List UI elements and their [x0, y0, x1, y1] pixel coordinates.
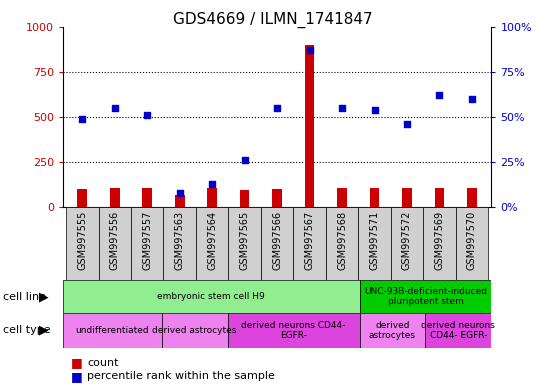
Bar [359, 280, 491, 313]
Text: GSM997555: GSM997555 [78, 211, 87, 270]
Text: count: count [87, 358, 119, 368]
Point [175, 190, 184, 196]
Bar [370, 189, 379, 207]
Point [435, 93, 444, 99]
Bar [110, 187, 120, 207]
Bar [98, 207, 131, 280]
Text: derived astrocytes: derived astrocytes [152, 326, 237, 335]
Point [370, 107, 379, 113]
Bar [391, 207, 423, 280]
Point [305, 47, 314, 53]
Bar [162, 313, 228, 348]
Bar [358, 207, 391, 280]
Bar [435, 187, 444, 207]
Text: percentile rank within the sample: percentile rank within the sample [87, 371, 275, 381]
Point [402, 121, 411, 127]
Text: cell type: cell type [3, 325, 50, 335]
Text: cell line: cell line [3, 291, 46, 302]
Point [240, 157, 249, 164]
Bar [63, 313, 162, 348]
Bar [423, 207, 456, 280]
Text: GSM997572: GSM997572 [402, 211, 412, 270]
Bar [261, 207, 293, 280]
Bar [131, 207, 163, 280]
Text: undifferentiated: undifferentiated [75, 326, 149, 335]
Bar [272, 189, 282, 207]
Bar [196, 207, 228, 280]
Text: derived
astrocytes: derived astrocytes [369, 321, 416, 340]
Text: GSM997567: GSM997567 [305, 211, 314, 270]
Bar [207, 189, 217, 207]
Bar [456, 207, 488, 280]
Text: GSM997563: GSM997563 [175, 211, 185, 270]
Bar [240, 190, 250, 207]
Bar [143, 187, 152, 207]
Point [78, 116, 87, 122]
Bar [359, 313, 425, 348]
Bar [66, 207, 98, 280]
Point [273, 105, 282, 111]
Bar [305, 45, 314, 207]
Text: GSM997556: GSM997556 [110, 211, 120, 270]
Text: ▶: ▶ [39, 324, 49, 337]
Bar [467, 187, 477, 207]
Text: embryonic stem cell H9: embryonic stem cell H9 [157, 292, 265, 301]
Point [143, 112, 152, 118]
Bar [337, 187, 347, 207]
Bar [175, 195, 185, 207]
Bar [425, 313, 491, 348]
Text: GSM997564: GSM997564 [207, 211, 217, 270]
Point [467, 96, 476, 102]
Bar [163, 207, 196, 280]
Point [110, 105, 119, 111]
Bar [293, 207, 326, 280]
Text: ▶: ▶ [39, 290, 49, 303]
Text: GDS4669 / ILMN_1741847: GDS4669 / ILMN_1741847 [173, 12, 373, 28]
Text: ■: ■ [71, 370, 83, 383]
Text: UNC-93B-deficient-induced
pluripotent stem: UNC-93B-deficient-induced pluripotent st… [364, 287, 487, 306]
Text: derived neurons CD44-
EGFR-: derived neurons CD44- EGFR- [241, 321, 346, 340]
Text: GSM997571: GSM997571 [370, 211, 379, 270]
Bar [63, 280, 359, 313]
Bar [326, 207, 358, 280]
Text: GSM997568: GSM997568 [337, 211, 347, 270]
Text: GSM997565: GSM997565 [240, 211, 250, 270]
Point [337, 105, 346, 111]
Text: GSM997569: GSM997569 [435, 211, 444, 270]
Text: GSM997557: GSM997557 [142, 211, 152, 270]
Bar [78, 189, 87, 207]
Text: GSM997570: GSM997570 [467, 211, 477, 270]
Bar [402, 189, 412, 207]
Bar [228, 313, 359, 348]
Text: derived neurons
CD44- EGFR-: derived neurons CD44- EGFR- [422, 321, 495, 340]
Text: GSM997566: GSM997566 [272, 211, 282, 270]
Bar [228, 207, 261, 280]
Text: ■: ■ [71, 356, 83, 369]
Point [208, 181, 217, 187]
